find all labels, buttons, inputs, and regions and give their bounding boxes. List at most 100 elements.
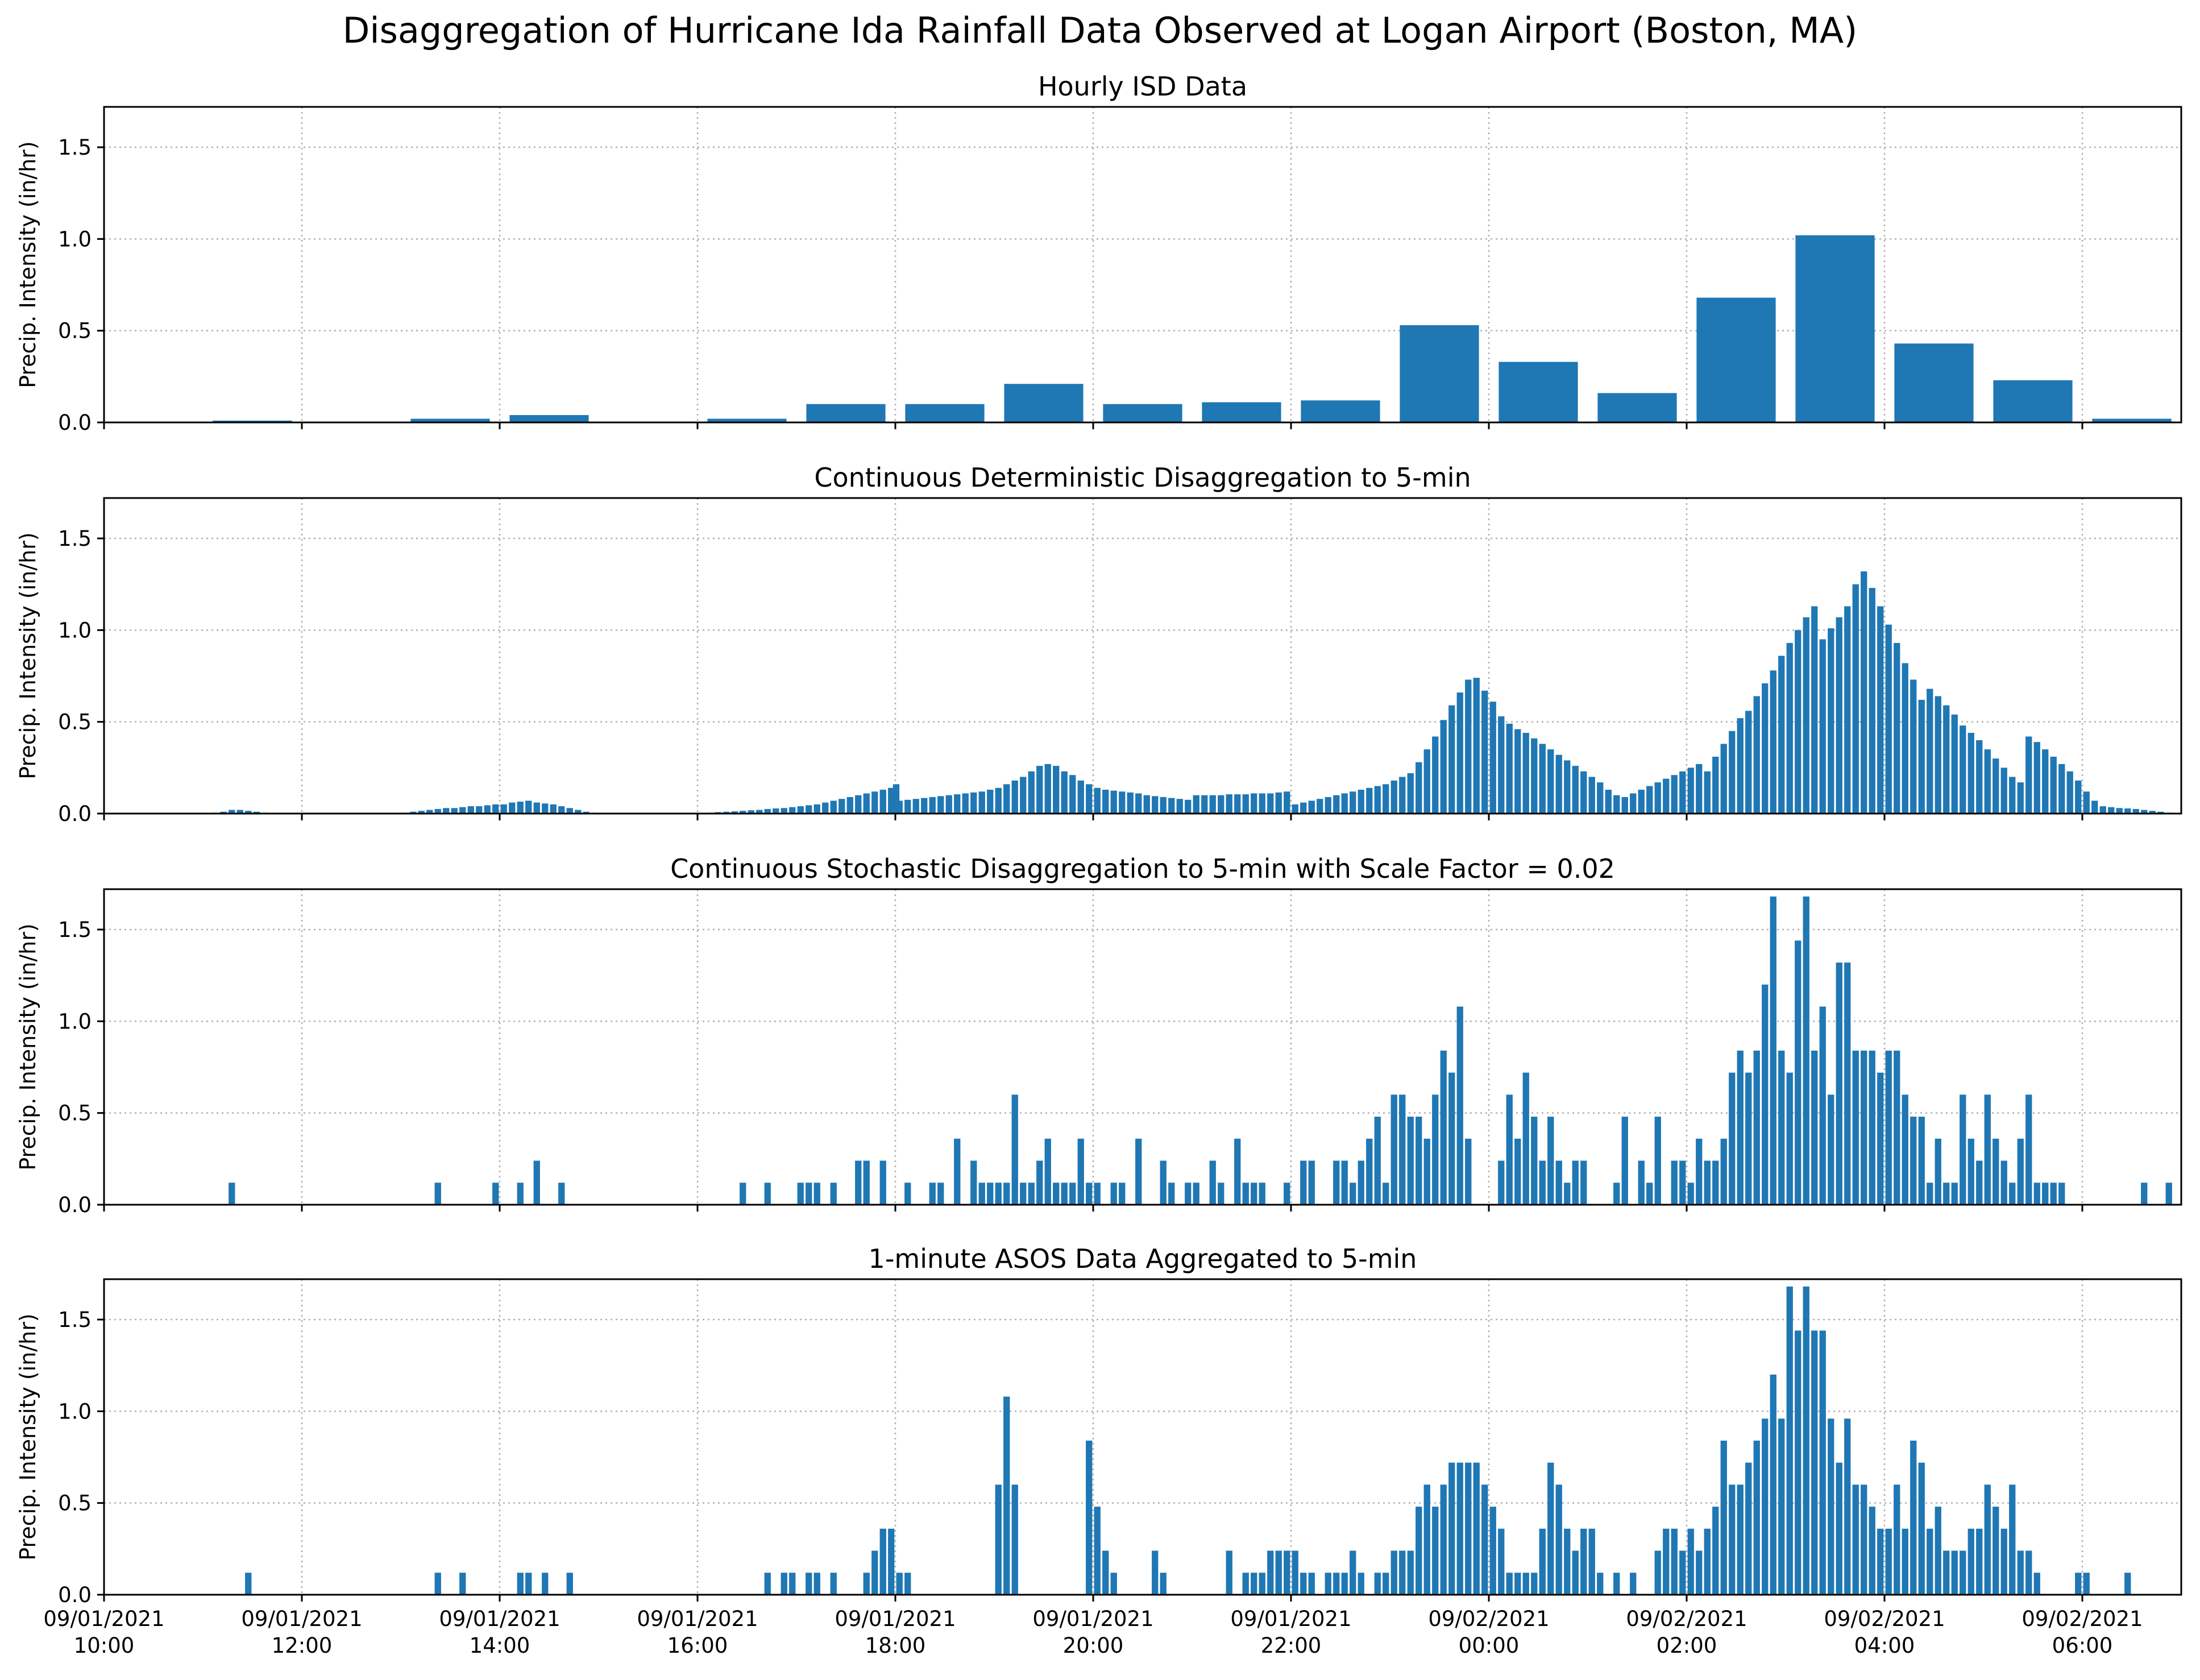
bar <box>806 404 886 422</box>
bar <box>566 808 573 814</box>
bar <box>1234 794 1241 814</box>
bar <box>1193 795 1199 814</box>
bar <box>1646 786 1653 814</box>
bar <box>879 790 886 814</box>
bar <box>1951 1550 1958 1595</box>
bar <box>1613 1573 1620 1595</box>
bar <box>830 800 837 814</box>
bar <box>1828 1094 1834 1205</box>
bar <box>1226 794 1232 814</box>
y-axis-label: Precip. Intensity (in/hr) <box>15 141 40 388</box>
bar <box>1795 940 1801 1205</box>
bar <box>1094 1507 1101 1595</box>
bar <box>1976 1528 1983 1595</box>
bar <box>1350 1550 1356 1595</box>
bar <box>1770 896 1776 1205</box>
bar <box>459 1573 466 1595</box>
bar <box>970 1160 977 1205</box>
bar <box>459 807 466 814</box>
bar <box>1935 1138 1941 1205</box>
bar <box>1844 1418 1851 1595</box>
bar <box>1160 1573 1167 1595</box>
bar <box>904 1183 911 1205</box>
bar <box>2099 806 2106 814</box>
bar <box>748 810 754 814</box>
bar <box>905 404 985 422</box>
bar <box>1440 1484 1447 1595</box>
bar <box>1976 740 1983 814</box>
panel-title: 1-minute ASOS Data Aggregated to 5-min <box>869 1243 1417 1274</box>
bar <box>1308 1573 1315 1595</box>
bar <box>731 811 738 814</box>
bar <box>1803 1286 1809 1595</box>
bar <box>1448 705 1455 814</box>
bar <box>2091 800 2098 814</box>
y-axis-label: Precip. Intensity (in/hr) <box>15 532 40 779</box>
bar <box>1242 1183 1249 1205</box>
bar <box>937 796 944 814</box>
bar <box>1828 628 1834 814</box>
bar <box>1597 393 1677 422</box>
bar <box>1967 733 1974 814</box>
y-tick-label: 1.5 <box>58 526 92 551</box>
bar <box>855 1160 862 1205</box>
bar <box>1687 768 1694 814</box>
bar <box>2042 749 2049 814</box>
bar <box>1333 1160 1340 1205</box>
bar <box>1498 716 1505 814</box>
bar <box>1333 1573 1340 1595</box>
bar <box>1927 1528 1933 1595</box>
bar <box>789 1573 796 1595</box>
bar <box>1267 1550 1274 1595</box>
bar <box>1209 795 1216 814</box>
bar <box>813 1573 820 1595</box>
bar <box>740 1183 746 1205</box>
x-tick-label-time: 06:00 <box>2052 1633 2113 1658</box>
bar <box>1432 1507 1439 1595</box>
bar <box>987 790 994 814</box>
panel-title: Continuous Stochastic Disaggregation to … <box>670 853 1615 884</box>
bar <box>1720 1440 1727 1595</box>
bar <box>2033 1573 2040 1595</box>
bar <box>1086 1183 1093 1205</box>
bar <box>492 804 499 814</box>
bar <box>1671 1160 1678 1205</box>
bar <box>921 798 928 814</box>
bar <box>1671 1528 1678 1595</box>
bar <box>1762 984 1769 1205</box>
bar <box>1267 793 1274 814</box>
bar <box>2009 1484 2016 1595</box>
bar <box>1564 1183 1571 1205</box>
x-tick-label-date: 09/01/2021 <box>835 1607 956 1631</box>
bar <box>813 804 820 814</box>
bar <box>1251 1183 1257 1205</box>
bar <box>904 1573 911 1595</box>
bar <box>1613 795 1620 814</box>
bar <box>1004 384 1084 422</box>
bar <box>1638 790 1645 814</box>
bar <box>1390 780 1397 814</box>
bar <box>2124 808 2131 814</box>
bar <box>1069 1183 1076 1205</box>
y-tick-label: 1.0 <box>58 1399 92 1424</box>
plot-frame <box>103 888 2182 1206</box>
bar <box>1960 1094 1966 1205</box>
bar <box>1506 723 1513 814</box>
bar <box>1993 380 2073 422</box>
bar <box>1811 1050 1818 1205</box>
bar <box>1489 1507 1496 1595</box>
bar <box>1193 1183 1199 1205</box>
bar <box>1308 1160 1315 1205</box>
bar <box>1127 792 1134 814</box>
bar <box>1894 343 1974 422</box>
bar <box>846 797 853 814</box>
bar <box>1786 1286 1793 1595</box>
bar <box>1580 1160 1587 1205</box>
bar <box>583 811 590 814</box>
y-tick-label: 1.0 <box>58 227 92 251</box>
bar <box>1539 1528 1546 1595</box>
bar <box>1704 1528 1711 1595</box>
bar <box>1943 1183 1950 1205</box>
bar <box>1416 1507 1422 1595</box>
bar <box>1960 725 1966 814</box>
